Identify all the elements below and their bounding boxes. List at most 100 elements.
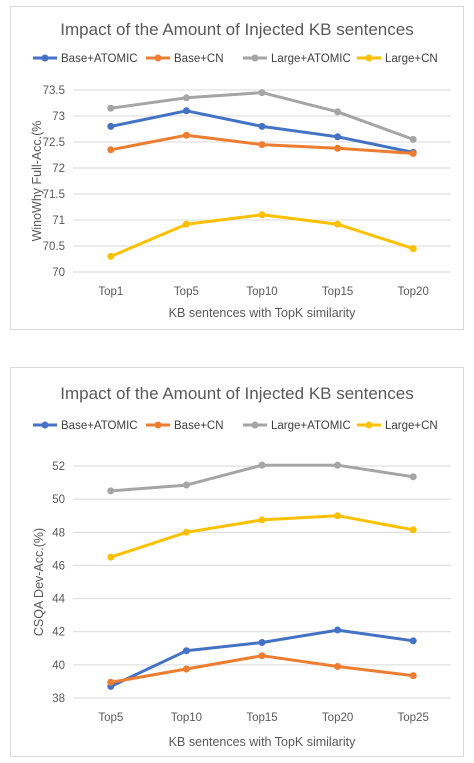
x-tick-label: Top20: [398, 286, 429, 298]
y-axis-title: WinoWhy Full-Acc.(%: [30, 121, 44, 242]
data-point: [409, 245, 417, 253]
y-tick-label: 72: [52, 163, 65, 175]
data-point: [258, 652, 266, 660]
x-axis-title: KB sentences with TopK similarity: [169, 306, 356, 320]
legend-item: Large+CN: [357, 420, 438, 432]
y-tick-label: 42: [52, 627, 65, 639]
legend-swatch-marker: [365, 421, 373, 429]
data-point: [409, 637, 417, 645]
data-point: [409, 473, 417, 481]
data-point: [334, 461, 342, 469]
x-tick-label: Top1: [98, 286, 123, 298]
data-point: [107, 487, 115, 495]
x-axis-title: KB sentences with TopK similarity: [169, 735, 356, 749]
x-tick-label: Top5: [98, 712, 123, 724]
data-point: [334, 133, 342, 141]
x-tick-label: Top15: [246, 712, 277, 724]
data-point: [258, 638, 266, 646]
data-point: [334, 220, 342, 228]
legend-swatch-marker: [41, 421, 49, 429]
data-point: [107, 104, 115, 112]
y-tick-label: 73.5: [43, 85, 65, 97]
y-tick-label: 38: [52, 693, 65, 705]
data-point: [182, 481, 190, 489]
data-point: [107, 252, 115, 260]
data-point: [258, 461, 266, 469]
legend-label: Large+CN: [385, 53, 438, 65]
chart-panel-csqa: Impact of the Amount of Injected KB sent…: [10, 367, 464, 757]
x-tick-label: Top20: [322, 712, 353, 724]
y-axis-title: CSQA Dev-Acc.(%): [32, 528, 46, 636]
chart-panel-winowhy: Impact of the Amount of Injected KB sent…: [10, 6, 464, 330]
legend-swatch-marker: [41, 54, 49, 62]
x-tick-label: Top10: [171, 712, 202, 724]
legend-swatch-marker: [154, 421, 162, 429]
legend-label: Base+CN: [174, 420, 224, 432]
series-line: [109, 213, 415, 258]
data-point: [258, 122, 266, 130]
data-point: [258, 211, 266, 219]
legend-label: Base+ATOMIC: [61, 420, 138, 432]
legend-swatch-marker: [154, 54, 162, 62]
x-tick-label: Top15: [322, 286, 353, 298]
y-tick-label: 50: [52, 494, 65, 506]
legend-label: Base+CN: [174, 53, 224, 65]
series-line: [109, 654, 415, 684]
y-tick-label: 73: [52, 111, 65, 123]
legend-label: Large+CN: [385, 420, 438, 432]
data-point: [258, 516, 266, 524]
legend-item: Base+CN: [146, 53, 224, 65]
legend-label: Large+ATOMIC: [271, 53, 351, 65]
chart-csqa: Impact of the Amount of Injected KB sent…: [32, 384, 451, 749]
chart-title: Impact of the Amount of Injected KB sent…: [60, 384, 413, 403]
data-point: [107, 678, 115, 686]
legend-label: Base+ATOMIC: [61, 53, 138, 65]
data-point: [182, 647, 190, 655]
data-point: [182, 94, 190, 102]
data-point: [107, 122, 115, 130]
data-point: [334, 663, 342, 671]
legend-label: Large+ATOMIC: [271, 420, 351, 432]
data-point: [334, 108, 342, 116]
data-point: [107, 146, 115, 154]
legend-item: Large+ATOMIC: [243, 420, 351, 432]
y-tick-label: 40: [52, 660, 65, 672]
data-point: [107, 553, 115, 561]
y-tick-label: 71: [52, 215, 65, 227]
data-point: [182, 665, 190, 673]
data-point: [409, 526, 417, 534]
data-point: [258, 89, 266, 97]
series-line: [109, 463, 415, 493]
y-tick-label: 71.5: [43, 189, 65, 201]
chart-title: Impact of the Amount of Injected KB sent…: [60, 20, 413, 39]
x-tick-label: Top5: [174, 286, 199, 298]
legend-item: Base+ATOMIC: [33, 53, 138, 65]
y-tick-label: 70.5: [43, 241, 65, 253]
data-point: [182, 107, 190, 115]
legend-item: Base+CN: [146, 420, 224, 432]
legend-swatch-marker: [251, 421, 259, 429]
y-tick-label: 48: [52, 527, 65, 539]
data-point: [258, 141, 266, 149]
y-tick-label: 52: [52, 461, 65, 473]
x-tick-label: Top25: [398, 712, 429, 724]
data-point: [334, 626, 342, 634]
data-point: [409, 135, 417, 143]
data-point: [334, 144, 342, 152]
data-point: [182, 528, 190, 536]
data-point: [334, 512, 342, 520]
data-point: [409, 149, 417, 157]
legend-item: Large+CN: [357, 53, 438, 65]
x-tick-label: Top10: [246, 286, 277, 298]
legend-item: Base+ATOMIC: [33, 420, 138, 432]
data-point: [182, 220, 190, 228]
y-tick-label: 70: [52, 267, 65, 279]
legend-item: Large+ATOMIC: [243, 53, 351, 65]
data-point: [409, 672, 417, 680]
y-tick-label: 44: [52, 594, 65, 606]
data-point: [182, 131, 190, 139]
chart-winowhy: Impact of the Amount of Injected KB sent…: [30, 20, 451, 320]
y-tick-label: 72.5: [43, 137, 65, 149]
y-tick-label: 46: [52, 560, 65, 572]
legend-swatch-marker: [365, 54, 373, 62]
